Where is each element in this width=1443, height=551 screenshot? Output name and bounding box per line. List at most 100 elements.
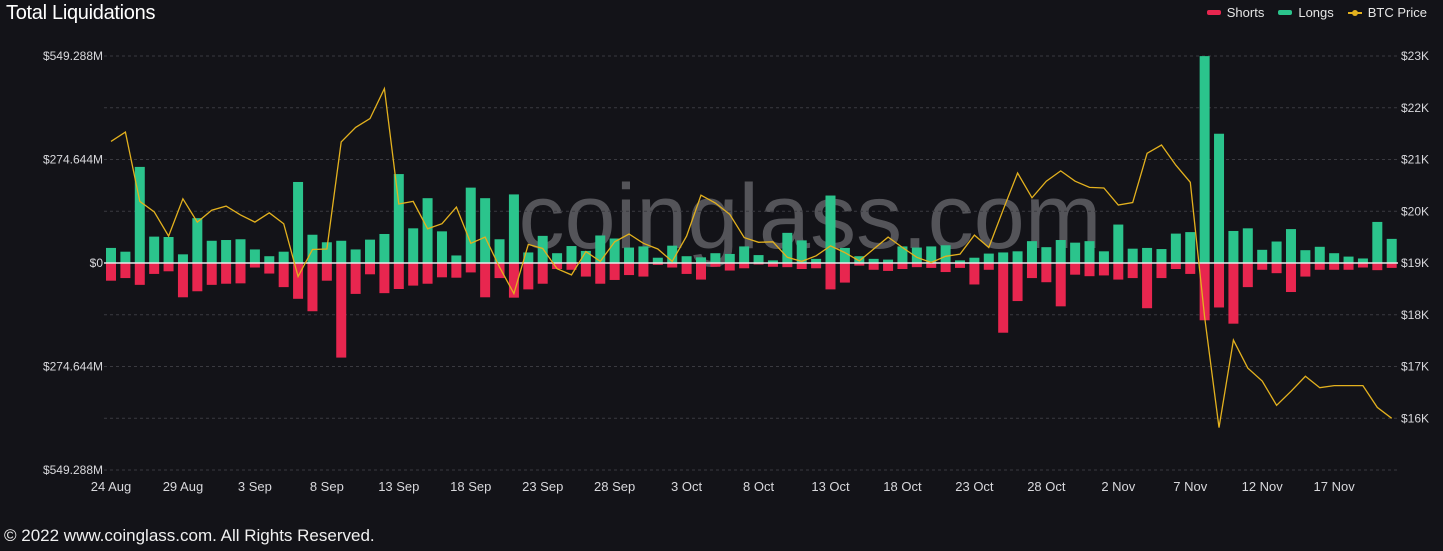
long-bar (494, 239, 505, 263)
legend-label: Shorts (1226, 5, 1265, 20)
short-bar (508, 263, 519, 298)
long-bar (365, 239, 376, 263)
long-bar (1012, 251, 1023, 263)
legend-longs[interactable]: Longs (1278, 5, 1334, 20)
long-bar (724, 253, 735, 263)
short-bar (796, 263, 807, 270)
long-bar (825, 195, 836, 263)
long-bar (868, 258, 879, 263)
long-bar (1127, 248, 1138, 263)
short-bar (523, 263, 534, 290)
short-bar (1026, 263, 1037, 279)
short-bar (206, 263, 217, 285)
short-bar (336, 263, 347, 358)
short-bar (552, 263, 563, 270)
long-bar (897, 246, 908, 263)
long-bar (1357, 258, 1368, 263)
long-bar (451, 255, 462, 263)
short-bar (883, 263, 894, 271)
long-bar (911, 247, 922, 263)
short-bar (393, 263, 404, 290)
long-bar (1113, 224, 1124, 263)
short-bar (163, 263, 174, 272)
long-bar (1343, 256, 1354, 263)
y-right-tick-label: $23K (1401, 49, 1429, 63)
long-bar (811, 258, 822, 263)
short-bar (624, 263, 635, 276)
long-bar (293, 181, 304, 263)
short-bar (278, 263, 289, 288)
short-bar (1199, 263, 1210, 321)
long-bar (408, 228, 419, 263)
x-tick-label: 18 Sep (450, 479, 491, 494)
short-bar (1041, 263, 1052, 283)
long-bar (1242, 228, 1253, 263)
x-tick-label: 28 Sep (594, 479, 635, 494)
short-bar (724, 263, 735, 271)
long-bar (566, 246, 577, 263)
y-left-tick-label: $274.644M (43, 153, 103, 167)
x-tick-label: 13 Oct (811, 479, 850, 494)
x-tick-label: 12 Nov (1242, 479, 1284, 494)
chart-title: Total Liquidations (6, 2, 156, 24)
long-bar (523, 252, 534, 263)
long-bar (350, 249, 361, 263)
price-swatch (1347, 9, 1362, 16)
short-bar (321, 263, 332, 281)
long-bar (681, 256, 692, 263)
short-bar (264, 263, 275, 274)
long-bar (667, 245, 678, 263)
y-right-tick-label: $21K (1401, 153, 1429, 167)
shorts-swatch (1206, 10, 1221, 15)
short-bar (451, 263, 462, 278)
long-bar (206, 240, 217, 263)
long-bar (480, 198, 491, 263)
short-bar (1228, 263, 1239, 324)
short-bar (350, 263, 361, 294)
short-bar (667, 263, 678, 268)
long-bar (839, 247, 850, 263)
legend: Shorts Longs BTC Price (1206, 5, 1427, 20)
short-bar (465, 263, 476, 273)
long-bar (1372, 221, 1383, 263)
short-bar (422, 263, 433, 284)
short-bar (767, 263, 778, 267)
long-bar (1185, 232, 1196, 263)
short-bar (1314, 263, 1325, 270)
long-bar (221, 240, 232, 263)
y-left-tick-label: $0 (90, 256, 104, 270)
short-bar (609, 263, 620, 280)
short-bar (739, 263, 750, 269)
short-bar (955, 263, 966, 268)
long-bar (508, 194, 519, 263)
y-left-tick-label: $549.288M (43, 49, 103, 63)
long-bar (695, 257, 706, 263)
long-bar (854, 256, 865, 263)
short-bar (825, 263, 836, 290)
short-bar (926, 263, 937, 268)
legend-btc-price[interactable]: BTC Price (1347, 5, 1427, 20)
short-bar (379, 263, 390, 294)
short-bar (695, 263, 706, 280)
y-right-tick-label: $17K (1401, 360, 1429, 374)
long-bar (149, 236, 160, 263)
legend-shorts[interactable]: Shorts (1206, 5, 1265, 20)
long-bar (1055, 240, 1066, 263)
short-bar (1242, 263, 1253, 288)
long-bar (710, 253, 721, 263)
long-bar (1285, 229, 1296, 263)
long-bar (134, 166, 145, 263)
longs-swatch (1278, 10, 1293, 15)
short-bar (221, 263, 232, 284)
long-bar (580, 250, 591, 263)
long-bar (278, 251, 289, 263)
short-bar (408, 263, 419, 286)
short-bar (1372, 263, 1383, 271)
y-left-tick-label: $274.644M (43, 360, 103, 374)
x-tick-label: 18 Oct (883, 479, 922, 494)
short-bar (494, 263, 505, 279)
long-bar (1070, 242, 1081, 263)
short-bar (897, 263, 908, 270)
x-tick-label: 23 Sep (522, 479, 563, 494)
long-bar (1257, 249, 1268, 263)
